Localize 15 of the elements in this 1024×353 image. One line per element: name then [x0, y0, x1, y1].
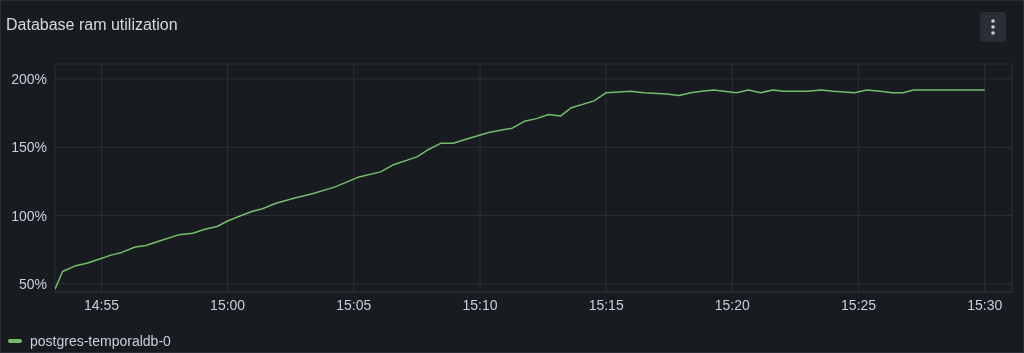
x-tick-label: 15:10	[462, 296, 498, 313]
y-tick-label: 200%	[11, 70, 47, 87]
line-series	[55, 89, 986, 291]
y-tick-label: 100%	[11, 207, 47, 224]
x-tick-label: 15:15	[588, 296, 624, 313]
x-tick-label: 14:55	[83, 296, 120, 313]
y-tick-label: 50%	[18, 275, 47, 292]
legend-label: postgres-temporaldb-0	[30, 333, 171, 349]
chart-title: Database ram utilization	[6, 16, 178, 34]
x-tick-label: 15:05	[336, 296, 372, 313]
x-tick-label: 15:25	[841, 296, 877, 313]
x-tick-label: 15:30	[967, 296, 1003, 313]
y-tick-label: 150%	[11, 139, 47, 156]
x-tick-label: 15:00	[210, 296, 246, 313]
x-tick-label: 15:20	[714, 296, 751, 313]
